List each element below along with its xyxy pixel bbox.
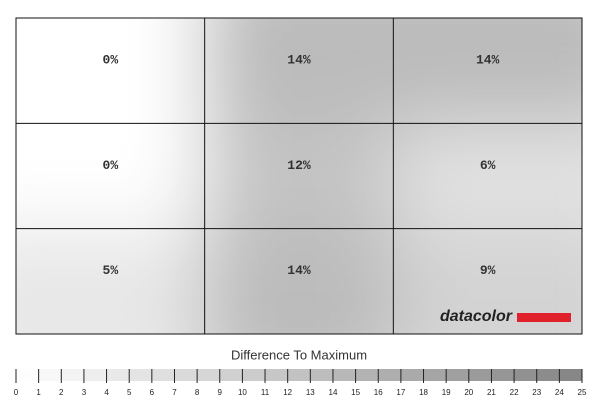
heat-cells xyxy=(16,18,582,334)
tick-label: 1 xyxy=(36,388,41,397)
tick-label: 23 xyxy=(532,388,541,397)
tick-label: 17 xyxy=(396,388,405,397)
cell-label: 14% xyxy=(287,53,311,68)
tick-label: 25 xyxy=(578,388,587,397)
plot-border xyxy=(15,17,583,335)
watermark-bar xyxy=(517,313,571,322)
heat-cell xyxy=(16,228,205,334)
colorbar-swatch xyxy=(287,369,311,381)
tick-label: 4 xyxy=(104,388,109,397)
tick-label: 18 xyxy=(419,388,428,397)
tick-label: 13 xyxy=(306,388,315,397)
tick-label: 15 xyxy=(351,388,360,397)
colorbar-swatch xyxy=(106,369,130,381)
tick-label: 21 xyxy=(487,388,496,397)
colorbar-title: Difference To Maximum xyxy=(231,347,367,362)
colorbar-swatch xyxy=(129,369,152,381)
cell-label: 12% xyxy=(287,158,311,173)
heat-cell xyxy=(393,18,582,124)
tick-label: 2 xyxy=(59,388,64,397)
heat-area xyxy=(16,18,582,334)
colorbar-swatch xyxy=(83,369,107,381)
tick-label: 7 xyxy=(172,388,177,397)
colorbar-swatch xyxy=(559,369,582,381)
tick-label: 14 xyxy=(329,388,338,397)
cell-label: 5% xyxy=(103,263,119,278)
colorbar-swatch xyxy=(332,369,356,381)
colorbar-swatch xyxy=(219,369,243,381)
colorbar-swatch xyxy=(446,369,469,381)
colorbar-swatch xyxy=(174,369,198,381)
heat-cell xyxy=(204,123,394,229)
tick-label: 6 xyxy=(150,388,155,397)
colorbar-swatch xyxy=(197,369,220,381)
tick-label: 22 xyxy=(510,388,519,397)
colorbar-swatch xyxy=(151,369,175,381)
colorbar-swatch xyxy=(536,369,560,381)
cell-label: 14% xyxy=(476,53,500,68)
colorbar-swatch xyxy=(400,369,424,381)
tick-label: 12 xyxy=(283,388,292,397)
colorbar-swatch xyxy=(38,369,62,381)
heat-cell xyxy=(393,123,582,229)
colorbar-swatch xyxy=(514,369,537,381)
tick-label: 3 xyxy=(82,388,87,397)
colorbar-swatch xyxy=(242,369,266,381)
colorbar-swatch xyxy=(378,369,401,381)
heat-cell xyxy=(204,228,394,334)
cell-label: 9% xyxy=(480,263,496,278)
tick-label: 8 xyxy=(195,388,200,397)
tick-label: 9 xyxy=(218,388,223,397)
cell-label: 0% xyxy=(103,158,119,173)
tick-label: 19 xyxy=(442,388,451,397)
colorbar-swatch xyxy=(310,369,333,381)
watermark: datacolor xyxy=(440,308,513,325)
tick-label: 10 xyxy=(238,388,247,397)
tick-label: 16 xyxy=(374,388,383,397)
colorbar-swatch xyxy=(16,369,39,381)
cell-label: 14% xyxy=(287,263,311,278)
colorbar-swatch xyxy=(355,369,379,381)
cell-label: 0% xyxy=(103,53,119,68)
colorbar-swatch xyxy=(61,369,84,381)
tick-label: 11 xyxy=(261,388,270,397)
tick-label: 5 xyxy=(127,388,132,397)
heat-cell xyxy=(16,18,205,124)
colorbar-swatch xyxy=(491,369,515,381)
colorbar-swatch xyxy=(423,369,447,381)
tick-label: 20 xyxy=(464,388,473,397)
tick-label: 0 xyxy=(14,388,19,397)
cell-label: 6% xyxy=(480,158,496,173)
colorbar-swatch xyxy=(468,369,492,381)
heat-cell xyxy=(16,123,205,229)
heat-cell xyxy=(204,18,394,124)
tick-label: 24 xyxy=(555,388,564,397)
colorbar-swatch xyxy=(265,369,288,381)
